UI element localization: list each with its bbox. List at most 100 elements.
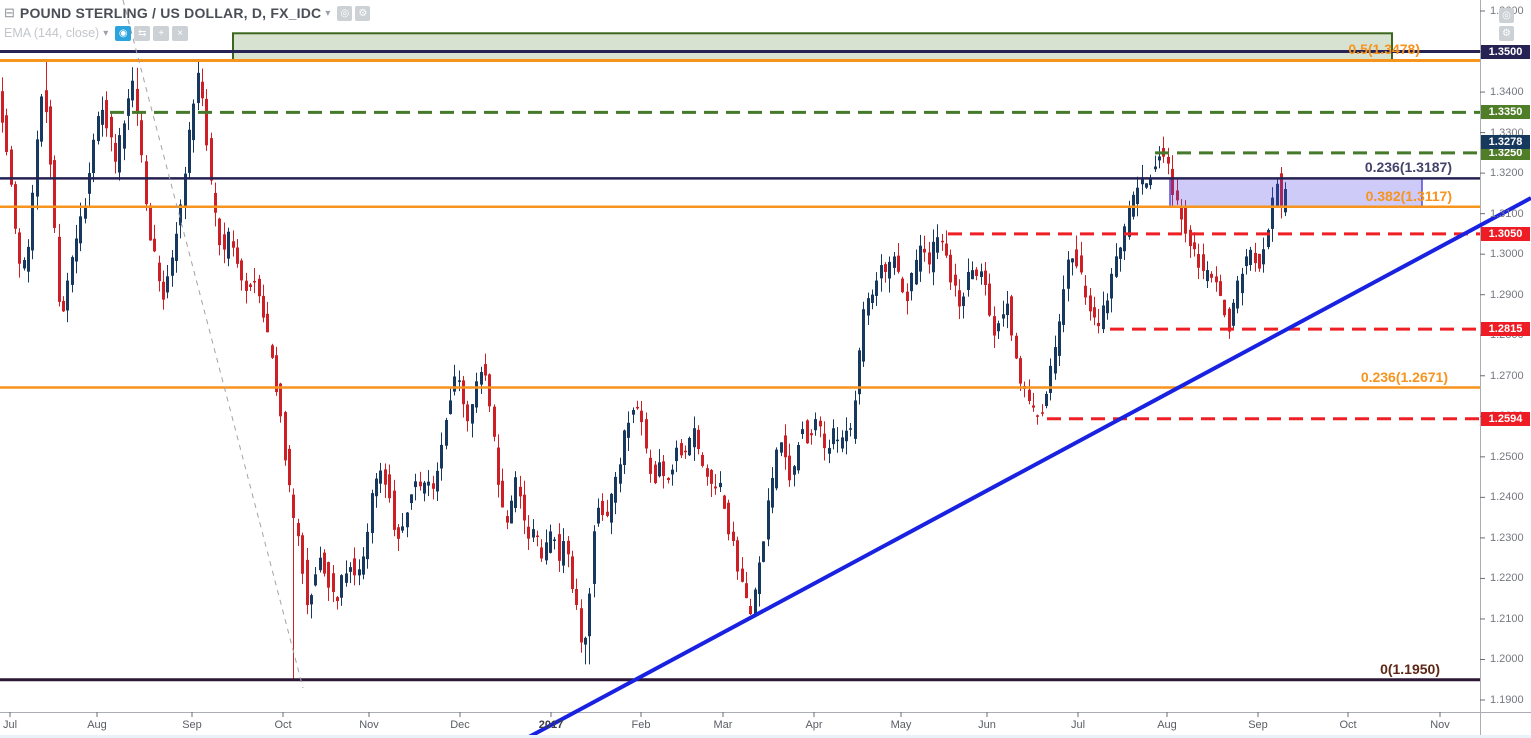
candle xyxy=(636,406,639,409)
candle xyxy=(131,80,134,101)
candle xyxy=(214,192,217,213)
candle xyxy=(232,241,235,248)
indicator-visibility-icon[interactable]: ◉ xyxy=(115,25,132,41)
candle xyxy=(388,474,391,499)
candle xyxy=(1223,299,1226,316)
candle xyxy=(245,280,248,291)
candle xyxy=(414,481,417,488)
candle xyxy=(610,493,613,523)
candle xyxy=(271,345,274,358)
candle xyxy=(614,476,617,503)
candle xyxy=(1115,256,1118,277)
indicator-label[interactable]: EMA (144, close) xyxy=(4,26,100,40)
candle xyxy=(771,477,774,508)
candle xyxy=(449,400,452,415)
candle xyxy=(1,91,4,123)
candle xyxy=(349,567,352,572)
candle xyxy=(1236,280,1239,309)
candle xyxy=(993,316,996,336)
candle xyxy=(223,234,226,250)
candle xyxy=(253,280,256,283)
candle-wick xyxy=(1042,404,1043,417)
candle xyxy=(453,376,456,392)
candle xyxy=(645,419,648,449)
price-axis-bg xyxy=(1480,0,1531,738)
candle-wick xyxy=(607,499,608,518)
indicator-add-icon[interactable]: + xyxy=(153,25,170,41)
candle xyxy=(497,447,500,485)
descending-gray-dashed[interactable] xyxy=(122,0,304,689)
candle xyxy=(249,284,252,287)
candle xyxy=(910,273,913,292)
candle xyxy=(1136,187,1139,205)
candle xyxy=(906,291,909,302)
candle xyxy=(462,380,465,405)
candle xyxy=(306,559,309,606)
candle xyxy=(471,404,474,424)
collapse-legend-icon[interactable]: ⊟ xyxy=(4,5,15,20)
candle xyxy=(1271,197,1274,229)
candle xyxy=(53,160,56,228)
candle xyxy=(749,606,752,615)
candle-wick xyxy=(1037,414,1038,425)
candle xyxy=(49,106,52,165)
candle xyxy=(1054,347,1057,374)
candle xyxy=(741,568,744,582)
candle xyxy=(340,575,343,598)
candle xyxy=(745,583,748,599)
candle xyxy=(218,218,221,246)
candle xyxy=(967,271,970,290)
candle xyxy=(828,447,831,454)
candle xyxy=(632,410,635,415)
candle xyxy=(353,558,356,576)
candle xyxy=(1067,259,1070,289)
candle xyxy=(118,135,121,173)
candle xyxy=(18,232,21,264)
candle-wick xyxy=(942,233,943,251)
candle xyxy=(867,298,870,316)
candle-wick xyxy=(1120,246,1121,272)
candle-wick xyxy=(715,474,716,495)
ascending-blue-support[interactable] xyxy=(526,196,1531,738)
candle xyxy=(1193,242,1196,250)
candle xyxy=(1149,177,1152,186)
candle xyxy=(436,470,439,492)
scale-gear-icon[interactable]: ⚙ xyxy=(1499,26,1514,41)
indicator-style-icon[interactable]: ⇆ xyxy=(134,25,151,41)
candle xyxy=(619,464,622,484)
candle-wick xyxy=(402,512,403,533)
candle xyxy=(27,246,30,272)
candle xyxy=(545,542,548,561)
chevron-down-icon[interactable]: ▾ xyxy=(325,7,331,19)
fib-confluence-zone[interactable] xyxy=(1169,177,1423,208)
candle xyxy=(919,245,922,272)
candle xyxy=(719,482,722,488)
candle xyxy=(1249,249,1252,266)
candle xyxy=(1176,190,1179,201)
candle xyxy=(532,529,535,538)
candle xyxy=(1232,302,1235,326)
candle xyxy=(1093,307,1096,318)
candle-wick xyxy=(154,224,155,253)
candle xyxy=(553,539,556,541)
candle xyxy=(862,309,865,362)
candle xyxy=(941,240,944,243)
indicator-chevron-down-icon[interactable]: ▾ xyxy=(103,27,109,39)
candle-wick xyxy=(293,488,294,679)
candle xyxy=(279,383,282,417)
candle xyxy=(440,444,443,469)
candle xyxy=(88,173,91,194)
eye-icon[interactable]: ◎ xyxy=(337,5,353,21)
symbol-title[interactable]: POUND STERLING / US DOLLAR, D, FX_IDC xyxy=(19,5,322,21)
candle xyxy=(688,437,691,456)
candle xyxy=(588,593,591,637)
resistance-zone[interactable] xyxy=(232,32,1393,62)
candle xyxy=(488,374,491,407)
indicator-delete-icon[interactable]: × xyxy=(172,25,189,41)
candle xyxy=(623,430,626,466)
gear-icon[interactable]: ⚙ xyxy=(355,5,371,21)
scale-eye-icon[interactable]: ◎ xyxy=(1499,8,1514,23)
candle xyxy=(671,469,674,475)
candle xyxy=(284,412,287,461)
